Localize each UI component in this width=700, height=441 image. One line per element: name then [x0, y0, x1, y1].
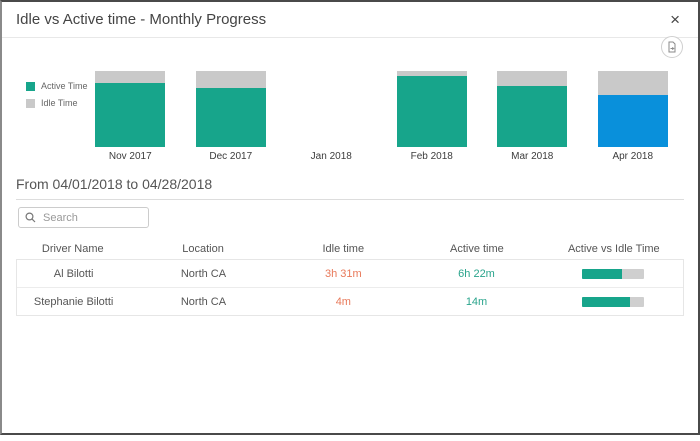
column-header-active-time: Active time — [449, 243, 504, 255]
table-row[interactable]: Stephanie Bilotti North CA 4m 14m — [17, 287, 683, 315]
dialog-title: Idle vs Active time - Monthly Progress — [16, 11, 267, 28]
location-cell: North CA — [180, 295, 227, 308]
month-label: Jan 2018 — [310, 151, 352, 162]
active-portion — [582, 268, 622, 279]
search-input[interactable] — [41, 210, 142, 225]
legend-item-idle-time[interactable]: Idle Time — [26, 98, 88, 108]
export-report-button[interactable] — [661, 36, 683, 58]
active-time-segment — [396, 76, 467, 147]
active-time-segment — [95, 83, 166, 147]
search-icon — [25, 212, 36, 223]
active-time-segment — [497, 86, 568, 147]
legend-label: Active Time — [41, 81, 88, 91]
monthly-stacked-bar-chart: Nov 2017 Dec 2017 Jan 2018 Feb 2018 Mar 2018… — [80, 71, 683, 167]
active-time-segment — [195, 87, 266, 147]
active-time-cell: 14m — [465, 295, 488, 308]
column-header-driver-name: Driver Name — [41, 243, 104, 255]
chart-slot-dec-2017: Dec 2017 — [181, 71, 282, 167]
stacked-bar[interactable] — [597, 71, 668, 147]
driver-name-cell: Stephanie Bilotti — [33, 295, 114, 308]
active-time-cell: 6h 22m — [458, 267, 495, 280]
search-box — [18, 207, 149, 228]
stacked-bar[interactable] — [396, 71, 467, 147]
column-header-idle-time: Idle time — [322, 243, 365, 255]
chart-slot-feb-2018: Feb 2018 — [382, 71, 483, 167]
idle-time-segment — [396, 71, 467, 77]
table-row[interactable]: Al Bilotti North CA 3h 31m 6h 22m — [17, 260, 683, 287]
month-label: Apr 2018 — [612, 151, 654, 162]
drivers-table: Al Bilotti North CA 3h 31m 6h 22m Stepha… — [16, 259, 684, 316]
active-vs-idle-cell — [543, 296, 683, 307]
export-report-icon — [666, 41, 678, 53]
stacked-bar[interactable] — [95, 71, 166, 147]
active-vs-idle-bar — [582, 268, 645, 279]
location-cell: North CA — [180, 267, 227, 280]
idle-time-cell: 4m — [335, 295, 351, 308]
idle-time-segment — [597, 71, 668, 96]
month-label: Mar 2018 — [511, 151, 554, 162]
active-time-swatch — [26, 81, 35, 91]
active-portion — [582, 296, 631, 307]
active-vs-idle-bar — [582, 296, 645, 307]
stacked-bar[interactable] — [195, 71, 266, 147]
idle-time-segment — [195, 71, 266, 88]
idle-time-cell: 3h 31m — [324, 267, 362, 280]
month-label: Feb 2018 — [410, 151, 453, 162]
chart-legend: Active Time Idle Time — [26, 81, 88, 108]
chart-slot-mar-2018: Mar 2018 — [482, 71, 583, 167]
month-label: Dec 2017 — [209, 151, 253, 162]
stacked-bar[interactable] — [497, 71, 568, 147]
column-header-active-vs-idle: Active vs Idle Time — [567, 243, 660, 255]
idle-time-segment — [95, 71, 166, 84]
table-header-row: Driver Name Location Idle time Active ti… — [16, 243, 684, 255]
dialog-header: Idle vs Active time - Monthly Progress × — [2, 2, 698, 38]
active-vs-idle-cell — [543, 268, 683, 279]
stacked-bar — [296, 71, 366, 147]
divider — [16, 199, 684, 200]
driver-name-cell: Al Bilotti — [53, 267, 94, 280]
active-time-segment-selected — [597, 95, 668, 147]
legend-item-active-time[interactable]: Active Time — [26, 81, 88, 91]
close-icon[interactable]: × — [666, 9, 684, 30]
idle-time-swatch — [26, 98, 35, 108]
month-label: Nov 2017 — [108, 151, 152, 162]
idle-time-segment — [497, 71, 568, 87]
date-range-label: From 04/01/2018 to 04/28/2018 — [16, 176, 213, 192]
chart-slot-apr-2018: Apr 2018 — [583, 71, 684, 167]
column-header-location: Location — [182, 243, 224, 255]
chart-slot-jan-2018: Jan 2018 — [281, 71, 382, 167]
legend-label: Idle Time — [41, 98, 78, 108]
chart-slot-nov-2017: Nov 2017 — [80, 71, 181, 167]
